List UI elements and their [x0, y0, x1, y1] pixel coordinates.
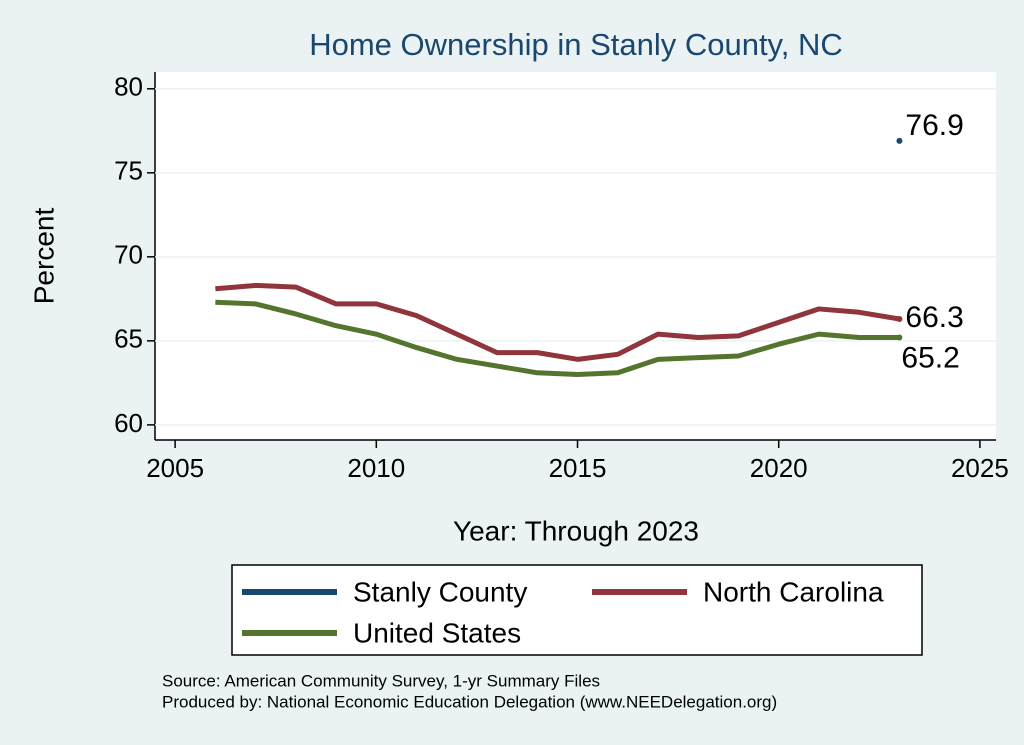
- legend-box: [231, 564, 923, 656]
- legend-label: North Carolina: [703, 576, 884, 607]
- end-point: [896, 137, 903, 144]
- series-line: [215, 282, 900, 362]
- legend-label: United States: [353, 617, 521, 648]
- series-line: [215, 299, 900, 377]
- end-point: [896, 316, 903, 323]
- chart-title: Home Ownership in Stanly County, NC: [309, 27, 843, 62]
- x-tick-label: 2020: [750, 453, 808, 483]
- x-axis-label: Year: Through 2023: [453, 515, 699, 546]
- y-axis-label: Percent: [28, 208, 59, 305]
- y-tick-label: 75: [114, 156, 143, 186]
- value-label: 65.2: [901, 341, 959, 374]
- producer-note: Produced by: National Economic Education…: [162, 692, 777, 711]
- x-tick-label: 2005: [146, 453, 204, 483]
- y-tick-label: 80: [114, 72, 143, 102]
- y-tick-label: 70: [114, 240, 143, 270]
- x-tick-label: 2025: [951, 453, 1009, 483]
- value-label: 66.3: [905, 301, 963, 334]
- x-tick-label: 2015: [549, 453, 607, 483]
- value-label: 76.9: [905, 109, 963, 142]
- legend-label: Stanly County: [353, 576, 527, 607]
- source-note: Source: American Community Survey, 1-yr …: [162, 671, 600, 690]
- y-tick-label: 60: [114, 408, 143, 438]
- plot-area: [155, 72, 996, 440]
- end-point: [896, 334, 903, 341]
- y-tick-label: 65: [114, 324, 143, 354]
- x-tick-label: 2010: [347, 453, 405, 483]
